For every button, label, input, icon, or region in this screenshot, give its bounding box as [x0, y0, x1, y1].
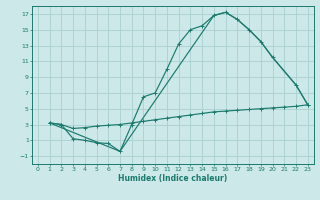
X-axis label: Humidex (Indice chaleur): Humidex (Indice chaleur) [118, 174, 228, 183]
